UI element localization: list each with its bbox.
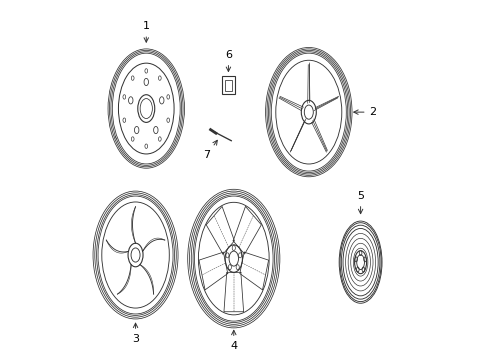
Text: 2: 2: [353, 107, 376, 117]
Text: 5: 5: [356, 191, 364, 213]
Text: 4: 4: [230, 330, 237, 351]
Bar: [222, 76, 234, 94]
Text: 7: 7: [203, 140, 217, 160]
Text: 1: 1: [142, 21, 149, 42]
Bar: [224, 80, 231, 91]
Text: 6: 6: [224, 50, 231, 72]
Text: 3: 3: [132, 323, 139, 344]
